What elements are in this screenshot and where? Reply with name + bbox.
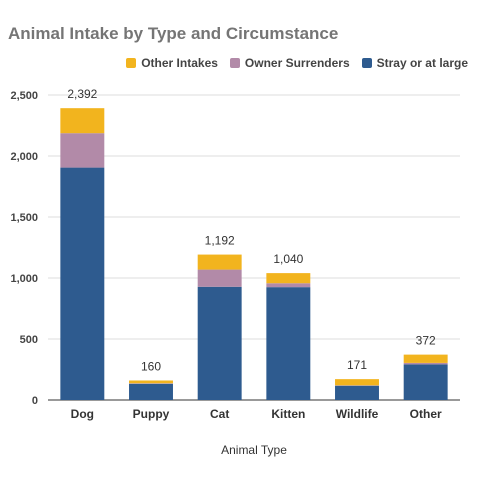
bar-segment-cat-stray [198, 287, 242, 400]
legend-swatch [126, 58, 136, 68]
legend-label: Owner Surrenders [245, 56, 350, 70]
x-tick-label: Cat [210, 407, 229, 421]
x-tick-label: Puppy [133, 407, 170, 421]
bar-segment-kitten-owner-surrenders [266, 283, 310, 287]
x-tick-label: Other [410, 407, 442, 421]
total-data-label: 1,192 [205, 234, 235, 248]
x-tick-label: Kitten [271, 407, 305, 421]
x-tick-label: Wildlife [336, 407, 379, 421]
y-tick-label: 2,000 [10, 151, 38, 163]
bar-segment-kitten-other-intakes [266, 273, 310, 283]
bar-segment-dog-owner-surrenders [60, 133, 104, 167]
bar-segment-cat-owner-surrenders [198, 270, 242, 287]
chart-legend: Other Intakes Owner Surrenders Stray or at… [126, 56, 468, 70]
x-tick-label: Dog [71, 407, 94, 421]
bar-segment-kitten-stray [266, 287, 310, 400]
bar-segment-dog-other-intakes [60, 108, 104, 133]
y-tick-label: 2,500 [10, 90, 38, 102]
legend-label: Stray or at large [377, 56, 468, 70]
bar-segment-other-owner-surrenders [404, 363, 448, 364]
total-data-label: 372 [416, 334, 436, 348]
total-data-label: 171 [347, 358, 367, 372]
legend-label: Other Intakes [141, 56, 218, 70]
legend-item: Owner Surrenders [230, 56, 350, 70]
legend-item: Other Intakes [126, 56, 218, 70]
bar-segment-wildlife-other-intakes [335, 379, 379, 385]
bar-segment-wildlife-stray [335, 386, 379, 400]
bar-segment-puppy-other-intakes [129, 380, 173, 383]
y-tick-label: 500 [20, 334, 38, 346]
bar-segment-cat-other-intakes [198, 255, 242, 270]
y-tick-label: 1,500 [10, 212, 38, 224]
bar-segment-other-other-intakes [404, 355, 448, 363]
y-tick-label: 1,000 [10, 273, 38, 285]
x-axis-title: Animal Type [221, 443, 287, 457]
y-tick-label: 0 [32, 395, 38, 407]
chart-title: Animal Intake by Type and Circumstance [8, 24, 338, 44]
bar-segment-other-stray [404, 364, 448, 400]
total-data-label: 2,392 [67, 87, 97, 101]
legend-swatch [230, 58, 240, 68]
legend-item: Stray or at large [362, 56, 468, 70]
legend-swatch [362, 58, 372, 68]
total-data-label: 160 [141, 359, 161, 373]
total-data-label: 1,040 [273, 252, 303, 266]
bar-segment-dog-stray [60, 168, 104, 400]
bar-segment-puppy-stray [129, 384, 173, 400]
